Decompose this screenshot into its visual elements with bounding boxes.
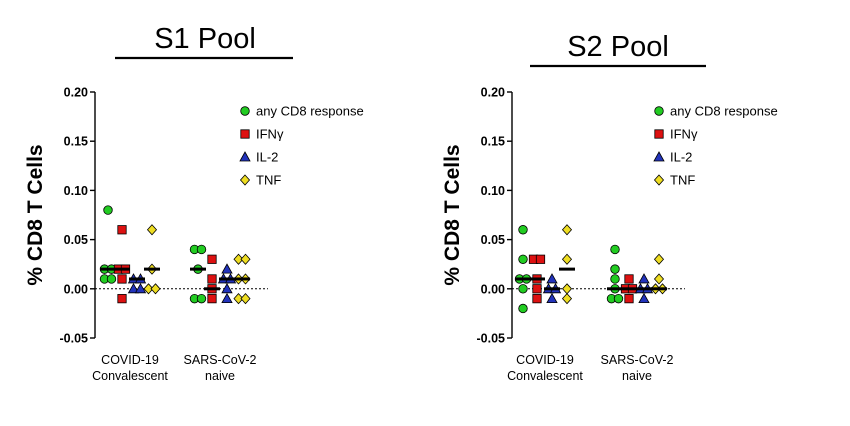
chart-panel-1: S1 Pool % CD8 T Cells -0.05 0.00 0.05 0.10 0.1… — [24, 23, 364, 383]
data-point — [561, 293, 573, 305]
legend-marker — [240, 106, 250, 116]
data-point — [546, 273, 558, 284]
data-point — [207, 274, 217, 284]
data-point — [117, 225, 127, 235]
data-point — [103, 205, 113, 215]
data-point — [221, 282, 233, 294]
legend-marker — [654, 129, 664, 139]
data-point — [610, 244, 620, 255]
x-category-label: COVID-19 Convalescent — [92, 353, 168, 383]
x-category-label: SARS-CoV-2 naive — [601, 353, 674, 383]
data-point — [196, 244, 207, 255]
legend-label: TNF — [670, 173, 695, 188]
chart-panel-2: S2 Pool % CD8 T Cells -0.05 0.00 0.05 0.10 0.1… — [441, 31, 778, 383]
legend-marker — [239, 174, 251, 186]
data-point — [561, 253, 573, 265]
y-tick-label: 0.15 — [481, 135, 505, 149]
data-point — [653, 273, 665, 285]
data-point — [613, 293, 624, 304]
data-point — [196, 293, 207, 304]
data-point — [117, 274, 127, 284]
legend-marker — [653, 174, 665, 186]
legend-label: TNF — [256, 173, 281, 188]
data-point — [233, 293, 244, 305]
data-point — [134, 282, 147, 294]
data-point — [106, 274, 117, 284]
data-point — [221, 292, 233, 304]
data-point — [561, 224, 573, 236]
legend-label: any CD8 response — [256, 104, 364, 119]
y-tick-label: 0.05 — [64, 233, 88, 247]
data-point — [518, 254, 528, 264]
data-point — [610, 264, 620, 274]
data-point — [221, 263, 233, 274]
data-point — [561, 283, 573, 295]
legend-label: any CD8 response — [670, 104, 778, 119]
y-axis-label: % CD8 T Cells — [24, 144, 47, 285]
data-point — [638, 292, 650, 304]
data-point — [653, 253, 665, 265]
data-point — [624, 274, 634, 284]
legend-label: IL-2 — [256, 150, 278, 165]
data-point — [624, 294, 634, 304]
data-point — [518, 303, 528, 314]
x-category-label: COVID-19 Convalescent — [507, 353, 583, 383]
data-point — [207, 294, 217, 304]
y-tick-label: 0.20 — [481, 86, 505, 100]
data-point — [518, 284, 528, 294]
y-tick-label: 0.05 — [481, 233, 505, 247]
chart-title: S1 Pool — [154, 23, 256, 55]
y-tick-label: -0.05 — [477, 332, 506, 346]
legend-label: IL-2 — [670, 150, 692, 165]
data-point — [532, 294, 542, 304]
data-point — [532, 284, 542, 294]
y-tick-label: 0.10 — [64, 184, 88, 198]
data-point — [638, 273, 650, 284]
data-point — [207, 254, 217, 264]
data-point — [127, 282, 140, 294]
data-point — [518, 225, 528, 235]
legend-label: IFNγ — [256, 127, 284, 142]
x-category-label: SARS-CoV-2 naive — [184, 353, 257, 383]
data-point — [535, 254, 546, 264]
data-point — [150, 283, 161, 295]
data-point — [240, 253, 251, 265]
y-tick-label: 0.15 — [64, 135, 88, 149]
y-tick-label: 0.00 — [481, 282, 505, 296]
y-axis-label: % CD8 T Cells — [441, 144, 464, 285]
y-tick-label: -0.05 — [60, 332, 89, 346]
data-point — [610, 274, 620, 284]
legend-marker — [239, 151, 251, 162]
y-tick-label: 0.00 — [64, 282, 88, 296]
legend-label: IFNγ — [670, 127, 698, 142]
data-point — [146, 224, 158, 236]
data-point — [546, 292, 558, 304]
legend-marker — [654, 106, 664, 116]
y-tick-label: 0.20 — [64, 86, 88, 100]
chart-title: S2 Pool — [567, 31, 669, 63]
data-point — [143, 283, 154, 295]
data-point — [233, 253, 244, 265]
y-tick-label: 0.10 — [481, 184, 505, 198]
data-point — [240, 293, 251, 305]
legend-marker — [653, 151, 665, 162]
data-point — [117, 294, 127, 304]
legend-marker — [240, 129, 250, 139]
